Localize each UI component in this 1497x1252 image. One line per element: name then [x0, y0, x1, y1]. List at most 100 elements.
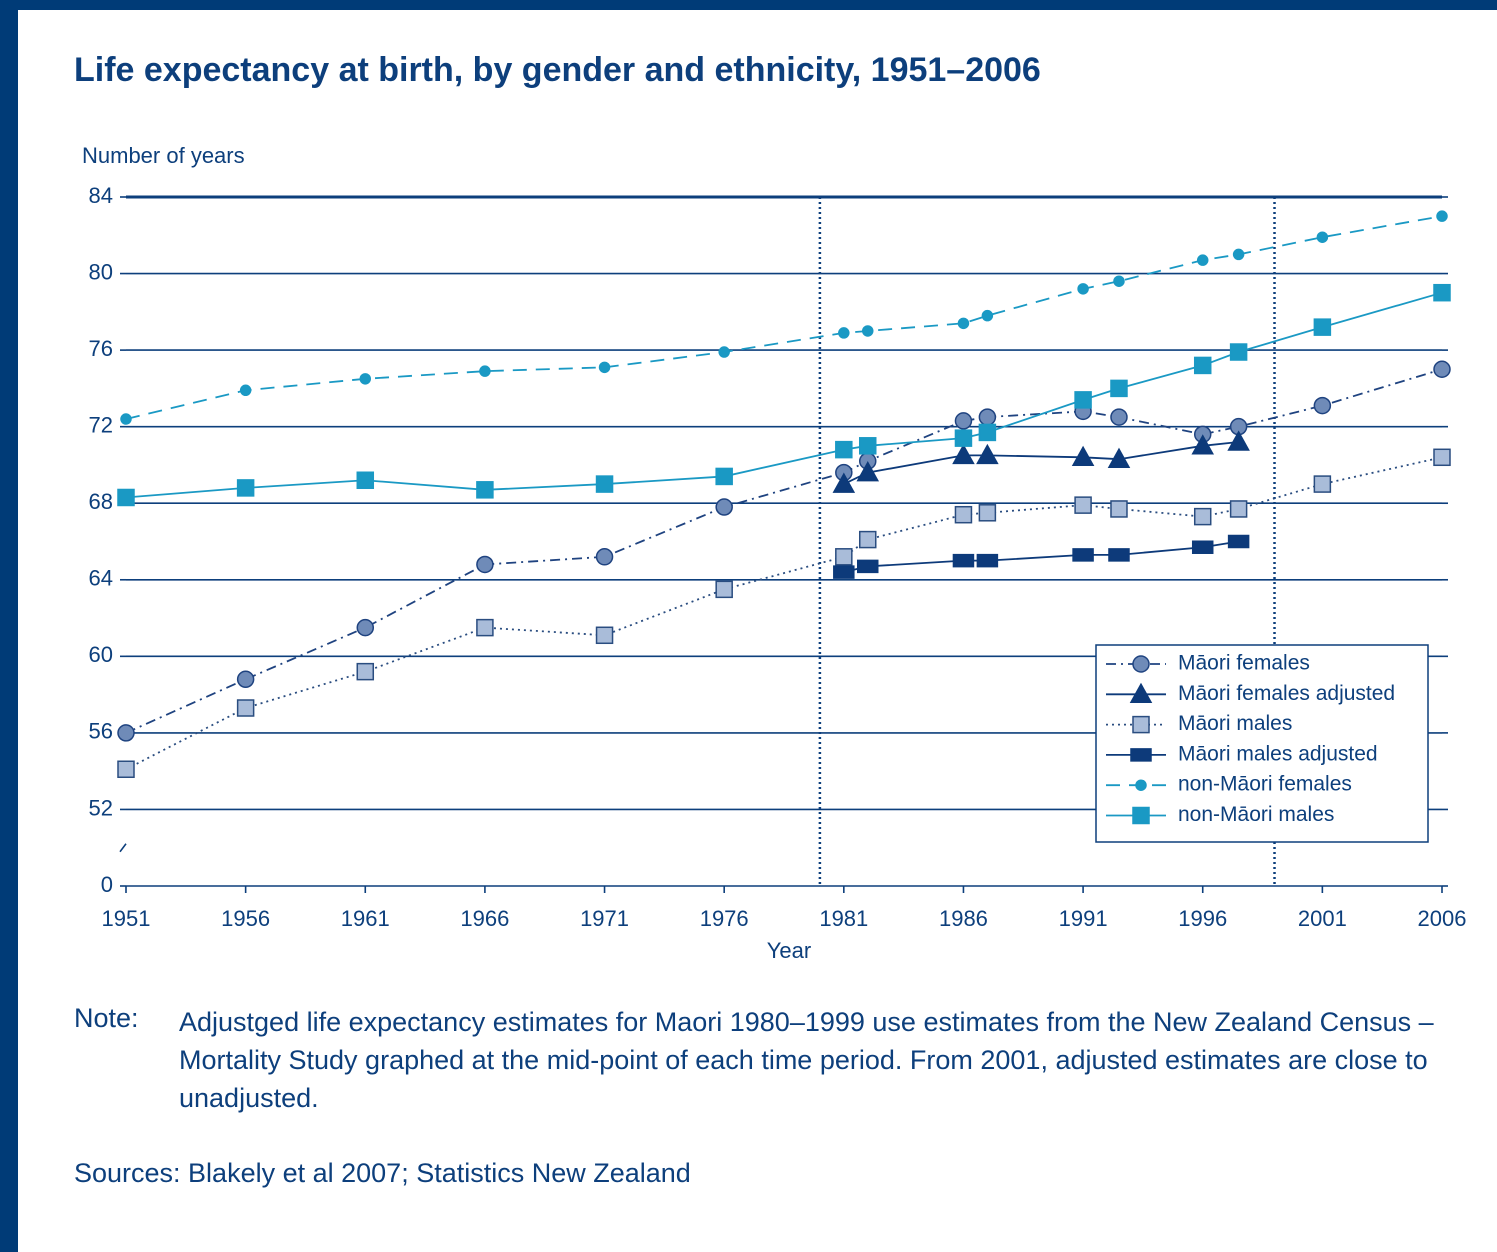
- marker: [856, 461, 880, 482]
- marker: [1191, 434, 1215, 455]
- marker: [856, 559, 879, 574]
- marker: [1072, 548, 1094, 562]
- marker: [476, 481, 494, 499]
- legend-marker: [1132, 655, 1150, 673]
- marker: [715, 580, 733, 599]
- marker: [236, 670, 255, 689]
- x-tick-label: 1991: [1059, 906, 1108, 931]
- y-tick-label: 84: [89, 183, 113, 208]
- marker: [1077, 283, 1089, 295]
- marker: [1316, 231, 1329, 243]
- frame: [0, 0, 1497, 10]
- marker: [978, 408, 997, 426]
- marker: [957, 317, 970, 330]
- legend-label: Māori females adjusted: [1178, 682, 1395, 705]
- x-tick-label: 1976: [700, 906, 749, 931]
- x-tick-label: 2006: [1418, 906, 1467, 931]
- marker: [1108, 548, 1130, 562]
- marker: [1110, 408, 1128, 426]
- marker: [838, 327, 850, 339]
- marker: [954, 429, 973, 447]
- marker: [1110, 379, 1128, 398]
- marker: [978, 504, 997, 522]
- marker: [1232, 248, 1245, 261]
- x-tick-label: 2001: [1298, 906, 1347, 931]
- marker: [1196, 254, 1209, 266]
- marker: [1313, 475, 1332, 493]
- marker: [1191, 540, 1214, 554]
- x-tick-label: 1986: [939, 906, 988, 931]
- marker: [1229, 343, 1248, 361]
- marker: [858, 530, 877, 549]
- marker: [715, 498, 733, 516]
- legend-label: Māori females: [1178, 652, 1310, 675]
- legend-label: Māori males: [1178, 712, 1292, 735]
- chart-title: Life expectancy at birth, by gender and …: [74, 51, 1041, 89]
- x-tick-label: 1996: [1178, 906, 1227, 931]
- x-tick-label: 1956: [221, 906, 270, 931]
- legend-marker: [1135, 779, 1147, 791]
- sources: Sources: Blakely et al 2007; Statistics …: [74, 1158, 691, 1188]
- legend-label: non-Māori females: [1178, 773, 1352, 796]
- marker: [595, 626, 614, 645]
- x-tick-label: 1981: [819, 906, 868, 931]
- marker: [833, 565, 855, 579]
- marker: [595, 475, 614, 493]
- x-tick-label: 1971: [580, 906, 629, 931]
- marker: [1436, 210, 1448, 222]
- x-axis-label: Year: [767, 938, 811, 963]
- marker: [1313, 396, 1332, 415]
- marker: [479, 365, 491, 377]
- legend-marker: [1129, 682, 1153, 704]
- y-tick-label: 64: [89, 566, 113, 591]
- marker: [356, 618, 375, 637]
- marker: [1107, 447, 1131, 468]
- y-tick-label: 0: [101, 872, 113, 897]
- marker: [1433, 360, 1451, 378]
- marker: [1074, 391, 1092, 409]
- marker: [1193, 507, 1212, 526]
- marker: [356, 471, 375, 490]
- chart: Life expectancy at birth, by gender and …: [74, 51, 1467, 963]
- marker: [1433, 283, 1451, 302]
- y-axis-label: Number of years: [82, 143, 245, 168]
- legend-box: [1095, 644, 1429, 843]
- marker: [117, 760, 135, 779]
- marker: [835, 440, 853, 459]
- series-line: [843, 441, 1239, 485]
- marker: [356, 662, 375, 681]
- marker: [595, 548, 614, 566]
- marker: [978, 423, 997, 442]
- marker: [117, 724, 135, 742]
- marker: [1433, 448, 1451, 467]
- marker: [1074, 496, 1092, 514]
- marker: [858, 437, 877, 455]
- marker: [117, 488, 135, 507]
- legend-label: non-Māori males: [1178, 803, 1334, 826]
- y-tick-label: 52: [89, 795, 113, 820]
- series-line: [125, 215, 1443, 420]
- marker: [1227, 430, 1250, 451]
- marker: [1110, 500, 1128, 518]
- marker: [1229, 500, 1248, 518]
- marker: [1071, 445, 1095, 467]
- marker: [954, 505, 973, 524]
- x-tick-label: 1951: [102, 906, 151, 931]
- marker: [239, 384, 252, 397]
- y-tick-label: 72: [89, 412, 113, 437]
- marker: [952, 553, 975, 568]
- frame: [0, 0, 18, 1252]
- marker: [476, 555, 494, 574]
- note: Adjustged life expectancy estimates for …: [179, 1007, 1434, 1113]
- y-tick-label: 60: [89, 642, 113, 667]
- marker: [976, 553, 999, 568]
- marker: [981, 309, 994, 322]
- marker: [1313, 318, 1332, 336]
- x-tick-label: 1966: [460, 906, 509, 931]
- legend-label: Māori males adjusted: [1178, 742, 1378, 765]
- marker: [952, 443, 975, 465]
- marker: [120, 413, 132, 425]
- marker: [236, 699, 255, 717]
- marker: [976, 443, 999, 465]
